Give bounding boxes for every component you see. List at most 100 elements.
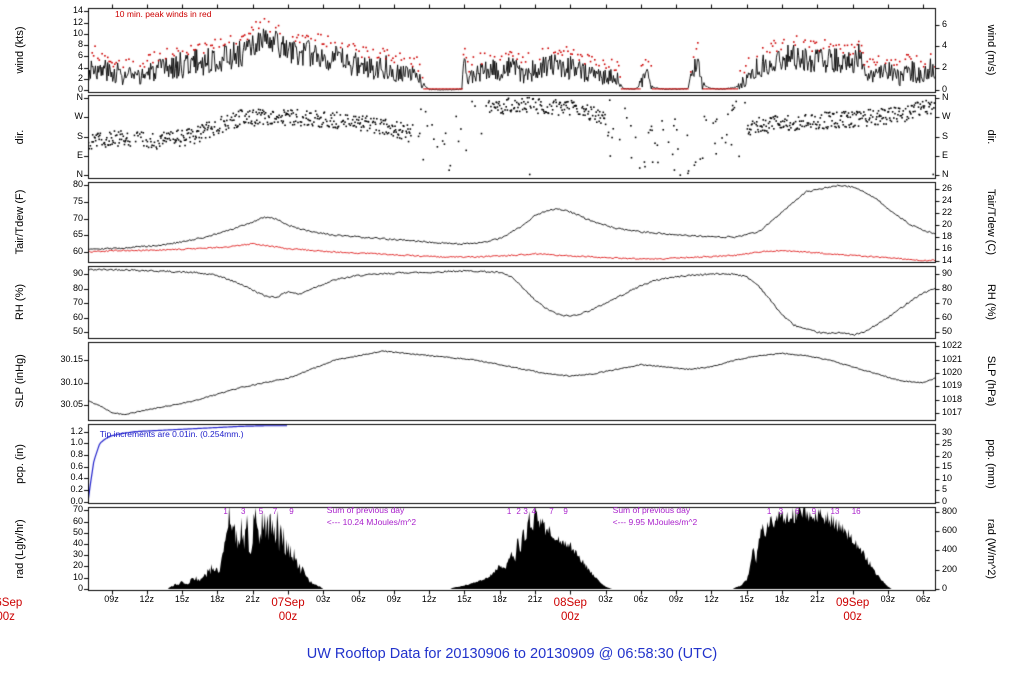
y-tick-label-pcp-right: 20 [942,450,953,460]
x-day-label-z: 00z [0,611,15,623]
rad-hour-marker: 9 [289,507,294,516]
y-tick-label-temp-right: 20 [942,219,953,229]
y-tick-label-wind-right: 4 [942,40,948,50]
y-tick-label-slp-right: 1019 [942,380,963,390]
y-tick-label-dir-right: S [942,131,949,141]
y-tick-label-slp-right: 1022 [942,340,963,350]
y-tick-label-rad-left: 0 [77,583,83,593]
y-tick-label-rh-right: 90 [942,268,953,278]
y-tick-label-wind-left: 4 [77,62,83,72]
x-tick-label: 06z [915,594,931,604]
y-tick-label-rh-left: 70 [72,297,83,307]
y-tick-label-rh-right: 60 [942,312,953,322]
y-tick-label-rad-right: 0 [942,583,948,593]
rad-hour-marker: 7 [272,507,278,516]
y-tick-label-temp-right: 14 [942,255,953,265]
axis-title-left-wind: wind (kts) [14,26,27,74]
x-day-label-z: 00z [843,611,862,623]
y-tick-label-rad-left: 40 [72,538,83,548]
axis-title-left-pcp: pcp. (in) [14,443,27,484]
y-tick-label-dir-right: E [942,150,949,160]
plot-annotation-rad: Sum of previous day [612,505,691,516]
y-tick-label-slp-right: 1018 [942,394,963,404]
x-tick-label: 06z [633,594,649,604]
y-tick-label-dir-left: N [76,92,84,102]
plot-annotation-wind: 10 min. peak winds in red [115,8,212,19]
axis-title-right-dir: dir. [984,129,997,144]
y-tick-label-rad-right: 600 [942,525,958,535]
y-tick-label-wind-left: 14 [72,5,83,15]
rad-hour-marker: 3 [778,507,784,516]
chart-title: UW Rooftop Data for 20130906 to 20130909… [306,646,718,662]
rad-hour-marker: 13 [830,507,840,516]
axis-title-right-slp: SLP (hPa) [984,355,997,407]
rad-hour-marker: 16 [851,507,861,516]
y-tick-label-wind-left: 12 [72,17,83,27]
y-tick-label-rad-left: 10 [72,572,83,582]
rad-hour-marker: 6 [795,507,800,516]
rad-hour-marker: 9 [563,507,568,516]
y-tick-label-pcp-left: 0.0 [70,496,83,506]
y-tick-label-wind-left: 8 [77,39,83,49]
x-tick-label: 03z [880,594,896,604]
y-tick-label-wind-right: 6 [942,19,948,29]
rad-hour-marker: 7 [549,507,554,516]
axis-title-left-dir: dir. [14,129,27,144]
y-tick-label-pcp-right: 0 [942,496,948,506]
axis-title-left-rad: rad (Lgly/hr) [14,518,27,579]
y-tick-label-dir-left: N [76,169,84,179]
y-tick-label-dir-left: W [74,111,84,121]
axis-title-right-rh: RH (%) [984,283,997,321]
y-tick-label-pcp-left: 1.2 [70,426,83,436]
axis-title-right-pcp: pcp. (mm) [984,438,997,489]
y-tick-label-slp-right: 1020 [942,367,963,377]
y-tick-label-rad-right: 400 [942,544,958,554]
y-tick-label-temp-left: 75 [72,196,83,206]
y-tick-label-slp-right: 1021 [942,354,963,364]
y-tick-label-slp-right: 1017 [942,407,963,417]
x-tick-label: 18z [774,594,790,604]
y-tick-label-rad-left: 60 [72,516,83,526]
y-tick-label-dir-right: W [942,111,951,121]
rad-hour-marker: 3 [241,507,246,516]
y-tick-label-temp-right: 16 [942,243,953,253]
y-tick-label-pcp-left: 0.2 [70,484,83,494]
y-tick-label-rad-right: 800 [942,506,958,516]
y-tick-label-rad-right: 200 [942,564,958,574]
y-tick-label-pcp-left: 1.0 [70,437,83,447]
x-tick-label: 09z [386,594,402,604]
y-tick-label-slp-left: 30.15 [60,354,83,364]
plot-annotation-rad: <--- 10.24 MJoules/m^2 [326,516,417,527]
x-tick-label: 15z [739,594,755,604]
x-tick-label: 21z [245,594,260,604]
plot-annotation-rad: <--- 9.95 MJoules/m^2 [612,516,698,527]
y-tick-label-pcp-left: 0.4 [70,472,83,482]
x-tick-label: 12z [139,594,155,604]
rad-hour-marker: 3 [523,507,528,516]
x-tick-label: 21z [810,594,825,604]
x-tick-label: 09z [104,594,119,604]
x-day-label: 09Sep [836,597,870,609]
y-tick-label-wind-left: 2 [77,73,83,83]
y-tick-label-pcp-left: 0.8 [70,449,83,459]
x-tick-label: 15z [174,594,190,604]
y-tick-label-pcp-right: 5 [942,484,948,494]
y-tick-label-rad-left: 50 [72,527,83,537]
x-tick-label: 15z [457,594,472,604]
x-day-label: 07Sep [271,597,305,609]
y-tick-label-temp-left: 60 [72,246,83,256]
y-tick-label-dir-right: N [942,169,949,179]
y-tick-label-rad-left: 30 [72,549,83,559]
y-tick-label-pcp-left: 0.6 [70,461,83,471]
y-tick-label-rh-left: 50 [72,326,83,336]
y-tick-label-rad-left: 20 [72,560,83,570]
rad-hour-marker: 1 [506,507,512,516]
rad-hour-marker: 2 [516,507,521,516]
y-tick-label-pcp-right: 10 [942,473,953,483]
y-tick-label-temp-right: 24 [942,195,953,205]
x-day-label: 08Sep [553,597,587,609]
axis-title-right-wind: wind (m/s) [984,24,997,76]
y-tick-label-pcp-right: 15 [942,461,953,471]
